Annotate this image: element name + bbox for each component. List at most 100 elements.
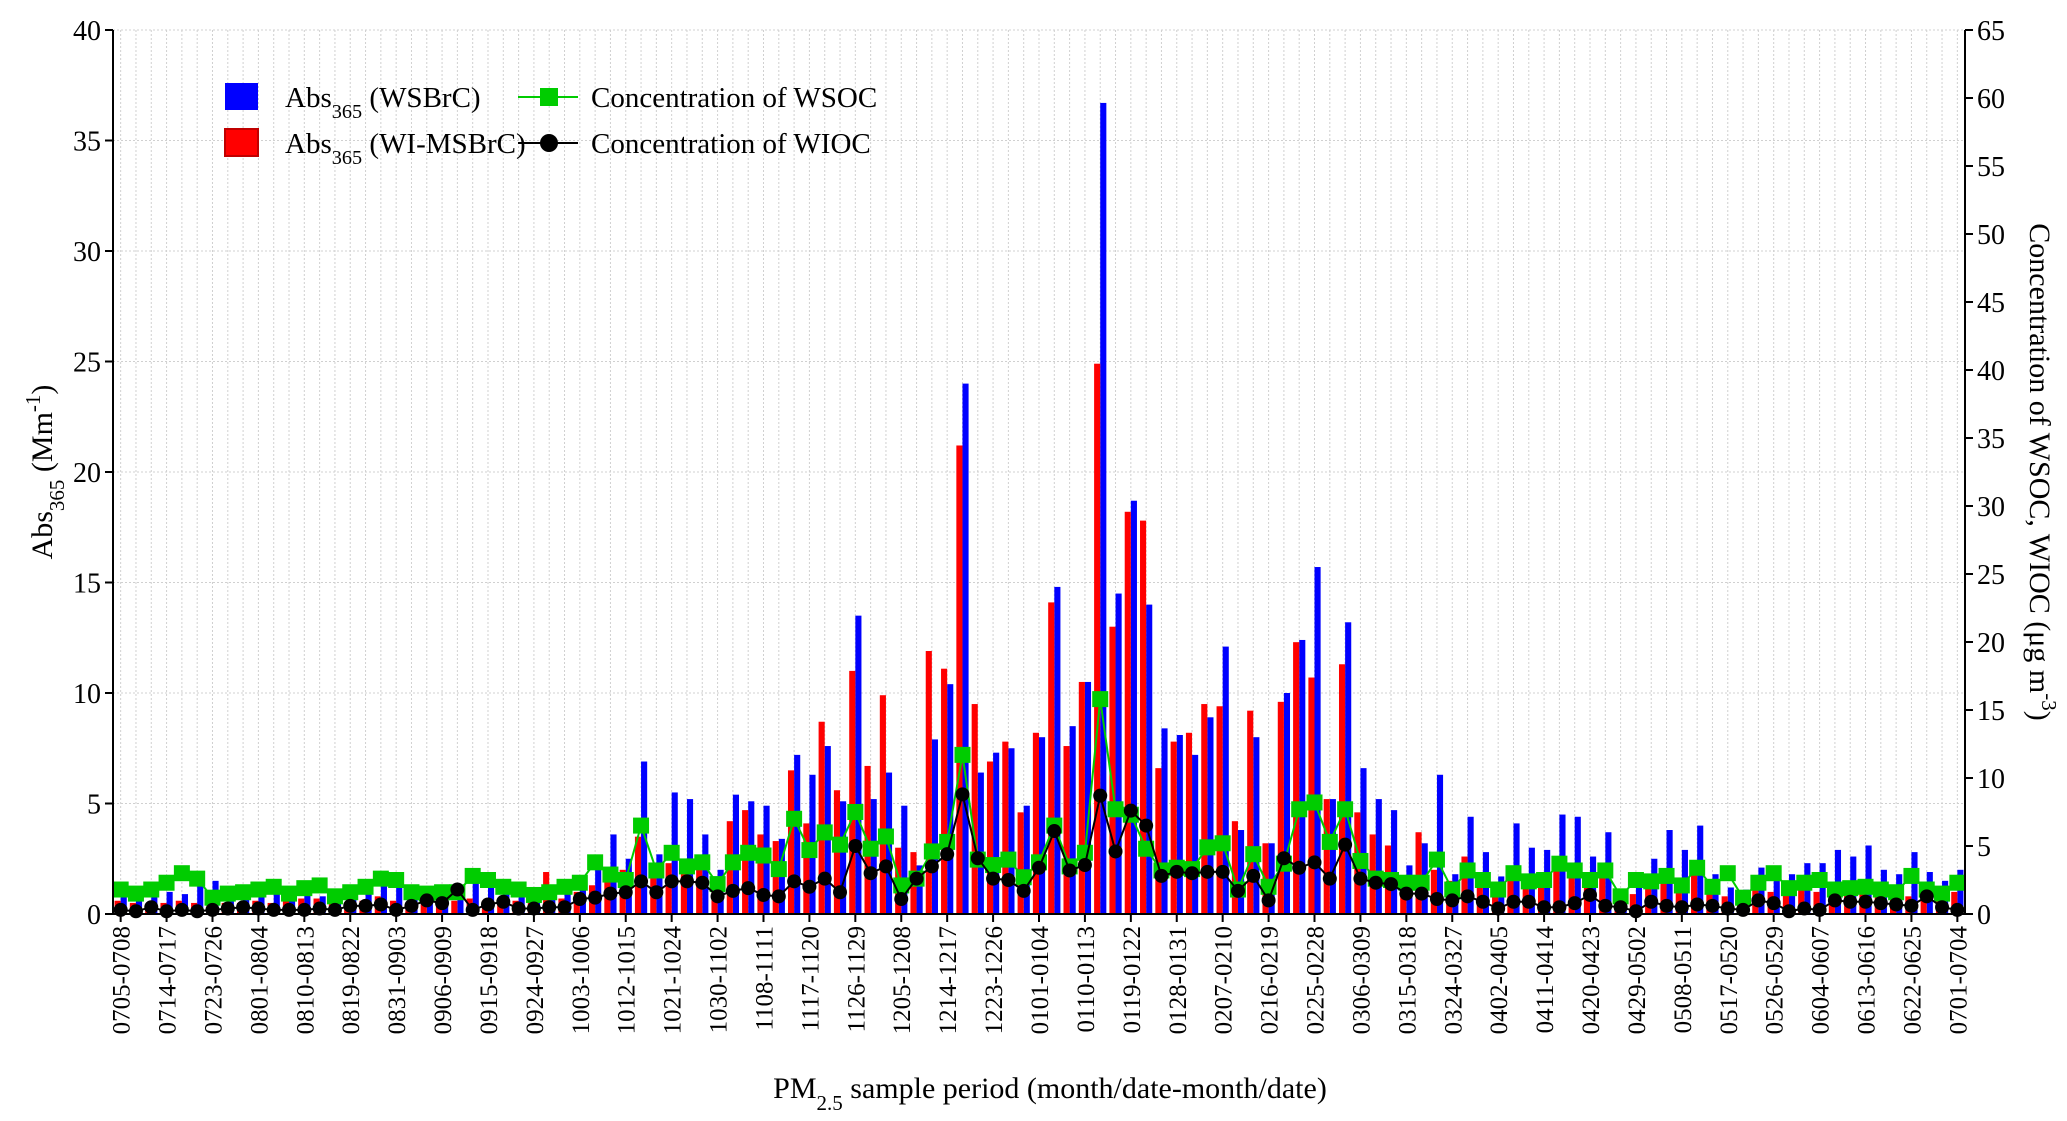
marker — [1185, 866, 1200, 881]
bar — [1675, 885, 1682, 914]
marker — [525, 886, 542, 903]
marker — [1873, 896, 1888, 911]
marker — [542, 900, 557, 915]
bar — [971, 704, 978, 914]
marker — [1474, 872, 1491, 888]
marker — [1062, 863, 1077, 878]
bar — [925, 651, 932, 914]
marker — [1491, 901, 1506, 916]
x-tick-label: 0723-0726 — [200, 926, 227, 1034]
x-tick-label: 0613-0616 — [1854, 926, 1881, 1034]
marker — [1690, 897, 1705, 912]
marker — [740, 844, 757, 861]
bar — [1329, 799, 1336, 914]
x-tick-label: 0119-0122 — [1119, 926, 1146, 1033]
marker — [1337, 801, 1354, 818]
marker — [940, 847, 955, 862]
bar — [818, 721, 825, 914]
marker — [296, 880, 313, 897]
marker — [1566, 862, 1583, 879]
marker — [1858, 894, 1873, 909]
marker — [694, 854, 711, 871]
bar — [1299, 639, 1306, 914]
marker — [1537, 900, 1552, 915]
bar — [941, 668, 948, 914]
marker — [128, 904, 143, 919]
bar — [1522, 874, 1529, 914]
bar — [1537, 876, 1545, 914]
y2-tick-label: 35 — [1977, 424, 2005, 455]
marker — [557, 900, 572, 915]
marker — [709, 876, 726, 893]
marker — [679, 874, 694, 889]
x-tick-label: 0801-0804 — [246, 926, 273, 1035]
marker — [1092, 691, 1109, 708]
marker — [1903, 867, 1920, 884]
x-tick-label: 0714-0717 — [155, 926, 182, 1034]
marker — [541, 884, 558, 901]
legend-label: Concentration of WSOC — [591, 82, 877, 114]
marker — [1306, 794, 1323, 811]
y2-tick-label: 60 — [1977, 84, 2005, 115]
x-tick-label: 0128-0131 — [1165, 926, 1192, 1034]
marker — [1230, 883, 1245, 898]
bar — [879, 695, 886, 914]
marker — [1826, 881, 1843, 898]
bar — [457, 891, 464, 914]
bar — [1360, 768, 1367, 914]
bar — [986, 761, 994, 914]
y-tick-label: 5 — [87, 790, 101, 821]
legend-swatch — [225, 83, 258, 110]
marker — [1353, 871, 1368, 886]
marker — [1644, 894, 1659, 909]
marker — [496, 894, 511, 909]
marker — [144, 900, 159, 915]
marker — [404, 898, 419, 913]
y2-tick-label: 25 — [1977, 560, 2005, 591]
x-tick-label: 1030-1102 — [706, 926, 733, 1033]
bar — [273, 891, 280, 914]
marker — [511, 901, 526, 916]
marker — [1505, 865, 1522, 882]
bar — [956, 445, 963, 914]
bar — [641, 761, 648, 914]
marker — [1751, 893, 1766, 908]
x-tick-label: 0101-0104 — [1027, 926, 1054, 1035]
bar — [686, 799, 694, 914]
y2-tick-label: 65 — [1977, 16, 2005, 47]
bar — [1247, 710, 1254, 914]
legend: Abs365 (WSBrC) Abs365 (WI-MSBrC) Concentra… — [224, 82, 877, 169]
marker — [326, 888, 343, 905]
bar — [916, 865, 923, 914]
marker — [1459, 862, 1476, 879]
marker — [1582, 872, 1599, 888]
marker — [1705, 898, 1720, 913]
x-tick-label: 1214-1217 — [935, 926, 962, 1034]
marker — [1857, 878, 1874, 895]
marker — [1888, 884, 1905, 901]
bar — [1130, 500, 1137, 914]
marker — [802, 879, 817, 894]
bar — [1084, 681, 1092, 914]
marker — [435, 896, 450, 911]
bar — [497, 902, 504, 914]
marker — [1673, 877, 1690, 894]
marker — [678, 858, 695, 875]
marker — [1368, 875, 1383, 890]
marker — [724, 854, 741, 871]
marker — [847, 804, 864, 820]
marker — [603, 886, 618, 901]
marker — [786, 810, 803, 827]
bar — [1415, 832, 1422, 914]
bar — [1758, 867, 1765, 914]
marker — [894, 892, 909, 907]
marker — [1536, 872, 1553, 888]
bar — [1023, 805, 1030, 914]
bar — [1727, 887, 1734, 914]
bar — [1008, 748, 1015, 914]
y2-tick-label: 45 — [1977, 288, 2005, 319]
marker — [710, 889, 725, 904]
bar — [1207, 717, 1214, 914]
marker — [236, 900, 251, 915]
marker — [1292, 860, 1307, 875]
